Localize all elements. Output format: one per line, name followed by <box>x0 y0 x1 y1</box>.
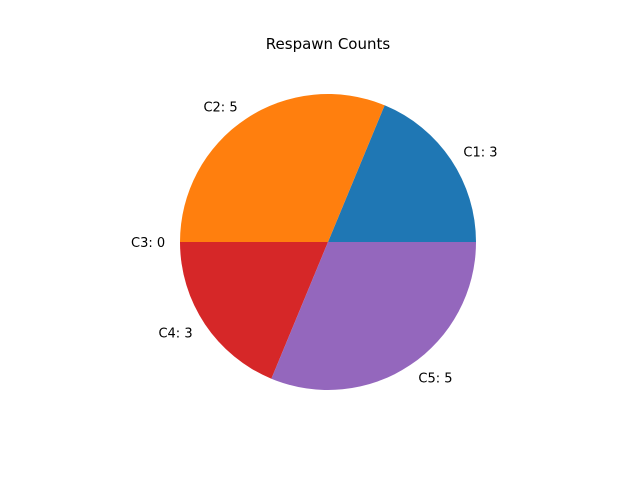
pie-labels: C1: 3 C2: 5 C3: 0 C4: 3 C5: 5 <box>131 101 497 387</box>
slice-label-c1: C1: 3 <box>463 146 497 161</box>
pie-slice-c1 <box>328 105 477 242</box>
pie-slices <box>180 94 477 390</box>
pie-slice-c4 <box>180 242 328 379</box>
slice-label-c5: C5: 5 <box>418 371 452 386</box>
pie-slice-c2 <box>180 94 385 242</box>
slice-label-c3: C3: 0 <box>131 236 165 251</box>
slice-label-c2: C2: 5 <box>203 101 237 116</box>
chart-title: Respawn Counts <box>266 35 391 53</box>
slice-label-c4: C4: 3 <box>158 326 192 341</box>
pie-slice-c5 <box>271 242 477 390</box>
